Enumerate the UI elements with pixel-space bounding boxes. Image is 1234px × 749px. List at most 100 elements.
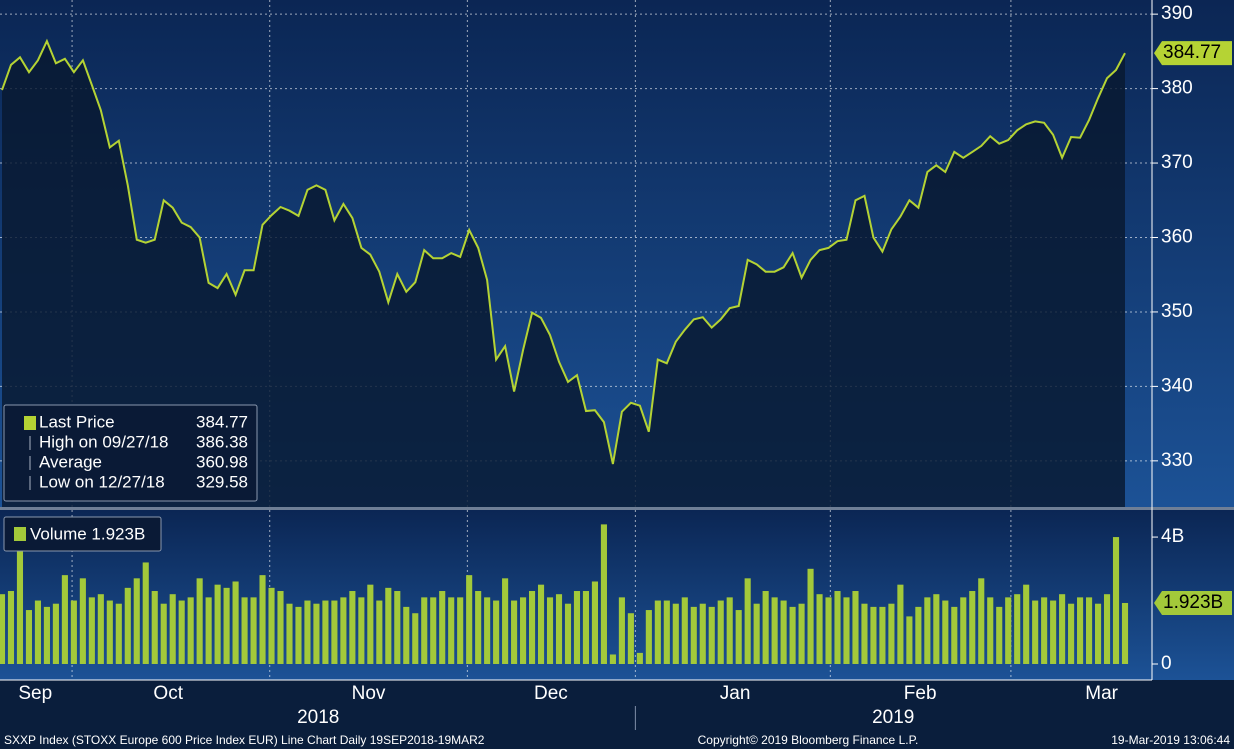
volume-bar	[924, 597, 931, 664]
legend-label: High on 09/27/18	[39, 432, 169, 451]
volume-bar	[1050, 600, 1057, 664]
x-tick-label: Feb	[904, 683, 937, 704]
volume-bar	[232, 581, 239, 664]
volume-bar	[331, 600, 338, 664]
volume-bar	[457, 597, 464, 664]
volume-bar	[852, 591, 859, 664]
volume-bar	[537, 584, 545, 664]
price-area	[2, 41, 1125, 507]
volume-bar	[762, 591, 769, 664]
volume-bar	[241, 597, 248, 664]
x-tick-label: Dec	[534, 683, 568, 704]
legend-value: 360.98	[196, 452, 248, 471]
volume-bar	[654, 600, 661, 664]
volume-bar	[97, 594, 104, 664]
volume-bar	[816, 594, 823, 664]
volume-bar	[493, 600, 500, 664]
y-tick-label: 380	[1161, 78, 1193, 99]
y-tick-label: 370	[1161, 152, 1193, 173]
volume-bar	[1121, 602, 1129, 664]
volume-legend-swatch	[14, 527, 26, 541]
legend-label: Low on 12/27/18	[39, 472, 165, 491]
volume-bar	[376, 600, 383, 664]
volume-bar	[744, 578, 751, 664]
legend-label: Last Price	[39, 412, 115, 431]
volume-bar	[124, 587, 131, 664]
volume-bar	[1014, 594, 1021, 664]
volume-bar	[735, 610, 742, 664]
volume-bar	[151, 591, 158, 664]
volume-bar	[897, 584, 904, 664]
volume-bar	[1059, 594, 1066, 664]
volume-bar	[88, 597, 95, 664]
volume-bar	[160, 603, 167, 664]
volume-bar	[511, 600, 518, 664]
volume-bar	[295, 606, 302, 664]
volume-legend-label: Volume 1.923B	[30, 524, 145, 543]
volume-bar	[70, 600, 77, 664]
volume-bar	[888, 603, 895, 664]
volume-bar	[780, 600, 787, 664]
volume-bar	[1077, 597, 1084, 664]
volume-bar	[430, 597, 437, 664]
last-price-tag	[1154, 41, 1232, 66]
legend-value: 386.38	[196, 432, 248, 451]
volume-bar	[178, 600, 185, 664]
volume-bar	[43, 606, 50, 664]
volume-bar	[726, 597, 733, 664]
volume-bar	[403, 606, 410, 664]
y-tick-label: 360	[1161, 227, 1193, 248]
volume-bar	[0, 594, 6, 664]
price-line	[1, 38, 1126, 465]
volume-bar	[699, 603, 706, 664]
volume-bar	[591, 581, 598, 664]
y-tick-label: 0	[1161, 653, 1172, 674]
volume-bar	[564, 603, 572, 664]
volume-panel	[0, 510, 1234, 680]
year-label: 2018	[297, 707, 339, 728]
volume-bar	[546, 597, 554, 664]
y-tick-label: 4B	[1161, 526, 1184, 547]
volume-bar	[753, 603, 760, 664]
volume-bar	[987, 597, 994, 664]
volume-bar	[7, 591, 15, 664]
volume-bar	[717, 600, 724, 664]
volume-bar	[636, 652, 643, 664]
volume-bar	[34, 600, 41, 664]
volume-bar	[861, 603, 868, 664]
volume-bar	[205, 597, 212, 664]
volume-bar	[358, 597, 365, 664]
volume-bar	[555, 594, 563, 664]
volume-bar	[421, 597, 428, 664]
volume-bar	[1041, 597, 1048, 664]
volume-bar	[61, 575, 68, 664]
volume-bar	[843, 597, 850, 664]
volume-bar	[600, 524, 607, 664]
legend-label: Average	[39, 452, 102, 471]
x-tick-label: Nov	[352, 683, 386, 704]
volume-bar	[466, 575, 473, 664]
volume-bar	[196, 578, 203, 664]
volume-bar	[385, 587, 392, 664]
last-volume-tag	[1154, 590, 1232, 615]
volume-bar	[960, 597, 967, 664]
legend-value: 329.58	[196, 472, 248, 491]
volume-bar	[439, 591, 446, 664]
volume-bar	[349, 591, 356, 664]
volume-bar	[789, 606, 796, 664]
volume-bar	[1103, 594, 1111, 664]
volume-bar	[169, 594, 176, 664]
volume-bar	[502, 578, 509, 664]
volume-bar	[340, 597, 347, 664]
volume-bar	[1068, 603, 1075, 664]
volume-bar	[529, 591, 536, 664]
volume-bar	[969, 591, 976, 664]
legend-swatch	[24, 416, 36, 430]
last-price-label: 384.77	[1163, 42, 1221, 63]
volume-bar	[286, 603, 293, 664]
volume-bar	[448, 597, 455, 664]
y-tick-label: 340	[1161, 375, 1193, 396]
volume-bar	[223, 587, 230, 664]
volume-bar	[933, 594, 940, 664]
y-tick-label: 330	[1161, 450, 1193, 471]
